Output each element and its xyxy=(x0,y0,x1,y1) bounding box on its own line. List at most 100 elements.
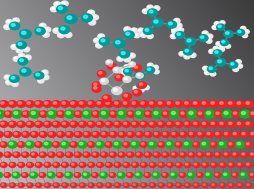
Circle shape xyxy=(246,183,252,187)
Circle shape xyxy=(15,58,19,60)
Circle shape xyxy=(124,143,127,145)
Circle shape xyxy=(216,153,218,155)
Circle shape xyxy=(26,121,34,127)
Circle shape xyxy=(221,184,223,185)
Circle shape xyxy=(89,163,92,165)
Circle shape xyxy=(181,174,185,177)
Circle shape xyxy=(35,27,45,35)
Circle shape xyxy=(41,174,45,177)
Circle shape xyxy=(54,122,57,125)
Circle shape xyxy=(188,132,196,137)
Circle shape xyxy=(62,142,66,145)
Circle shape xyxy=(89,184,92,185)
Circle shape xyxy=(127,173,133,177)
Circle shape xyxy=(136,173,139,175)
Circle shape xyxy=(124,77,128,80)
Circle shape xyxy=(236,101,245,107)
Circle shape xyxy=(85,153,89,157)
Circle shape xyxy=(26,56,30,59)
Circle shape xyxy=(210,68,215,71)
Circle shape xyxy=(27,162,33,167)
Circle shape xyxy=(6,132,8,135)
Circle shape xyxy=(57,111,65,117)
Circle shape xyxy=(74,152,81,157)
Circle shape xyxy=(171,132,179,137)
Circle shape xyxy=(212,123,217,126)
Circle shape xyxy=(120,112,126,117)
Circle shape xyxy=(93,112,97,114)
Circle shape xyxy=(241,152,248,157)
Circle shape xyxy=(140,33,147,37)
Circle shape xyxy=(76,112,82,116)
Circle shape xyxy=(131,63,134,66)
Circle shape xyxy=(7,81,11,84)
Circle shape xyxy=(109,152,116,157)
Circle shape xyxy=(70,121,78,127)
Circle shape xyxy=(237,64,243,68)
Circle shape xyxy=(6,76,9,79)
Circle shape xyxy=(102,112,108,117)
Circle shape xyxy=(37,102,42,106)
Circle shape xyxy=(20,55,24,57)
Circle shape xyxy=(119,67,125,72)
Circle shape xyxy=(216,132,219,135)
Circle shape xyxy=(66,152,73,157)
Circle shape xyxy=(119,174,124,177)
Circle shape xyxy=(76,112,79,114)
Circle shape xyxy=(93,174,95,175)
Circle shape xyxy=(141,102,144,104)
Circle shape xyxy=(122,101,131,107)
Circle shape xyxy=(60,141,70,148)
Circle shape xyxy=(117,172,125,178)
Circle shape xyxy=(19,102,24,106)
Circle shape xyxy=(150,102,153,104)
Circle shape xyxy=(192,54,195,57)
Circle shape xyxy=(25,55,31,60)
Circle shape xyxy=(28,184,32,187)
Circle shape xyxy=(148,63,153,67)
Circle shape xyxy=(110,132,114,135)
Circle shape xyxy=(138,82,147,88)
Circle shape xyxy=(153,65,158,69)
Circle shape xyxy=(11,184,14,187)
Circle shape xyxy=(214,47,216,49)
Circle shape xyxy=(36,122,39,125)
Circle shape xyxy=(84,174,89,177)
Circle shape xyxy=(20,54,22,56)
Circle shape xyxy=(133,143,138,147)
Circle shape xyxy=(99,35,102,37)
Circle shape xyxy=(135,91,140,95)
Circle shape xyxy=(211,143,214,145)
Circle shape xyxy=(194,122,197,125)
Circle shape xyxy=(74,111,83,117)
Circle shape xyxy=(57,152,64,157)
Circle shape xyxy=(27,122,30,125)
Circle shape xyxy=(17,101,26,107)
Circle shape xyxy=(227,101,236,107)
Circle shape xyxy=(148,68,153,72)
Circle shape xyxy=(233,174,237,177)
Circle shape xyxy=(215,174,218,175)
Circle shape xyxy=(246,122,249,125)
Circle shape xyxy=(190,153,194,157)
Circle shape xyxy=(33,133,37,136)
Circle shape xyxy=(43,101,52,107)
Circle shape xyxy=(209,67,212,70)
Circle shape xyxy=(91,15,99,20)
Circle shape xyxy=(208,35,212,38)
Circle shape xyxy=(11,23,15,26)
Circle shape xyxy=(167,183,173,187)
Circle shape xyxy=(163,112,167,114)
Circle shape xyxy=(58,174,60,175)
Circle shape xyxy=(94,83,97,85)
Circle shape xyxy=(97,122,100,125)
Circle shape xyxy=(8,21,11,24)
Circle shape xyxy=(9,183,15,187)
Circle shape xyxy=(181,133,186,136)
Circle shape xyxy=(190,53,196,57)
Circle shape xyxy=(107,184,111,187)
Circle shape xyxy=(224,31,233,37)
Circle shape xyxy=(54,29,57,31)
Circle shape xyxy=(49,173,52,175)
Circle shape xyxy=(241,173,244,175)
